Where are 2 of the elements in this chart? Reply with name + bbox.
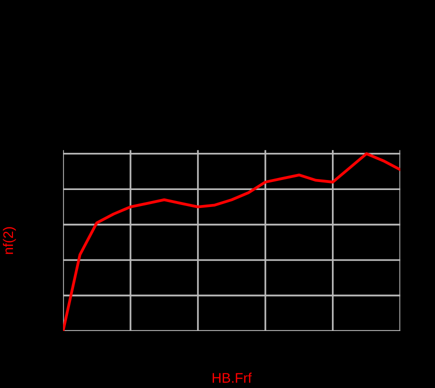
x-axis-title: HB.Frf: [212, 372, 252, 383]
y-axis-title: nf(2): [2, 227, 16, 254]
